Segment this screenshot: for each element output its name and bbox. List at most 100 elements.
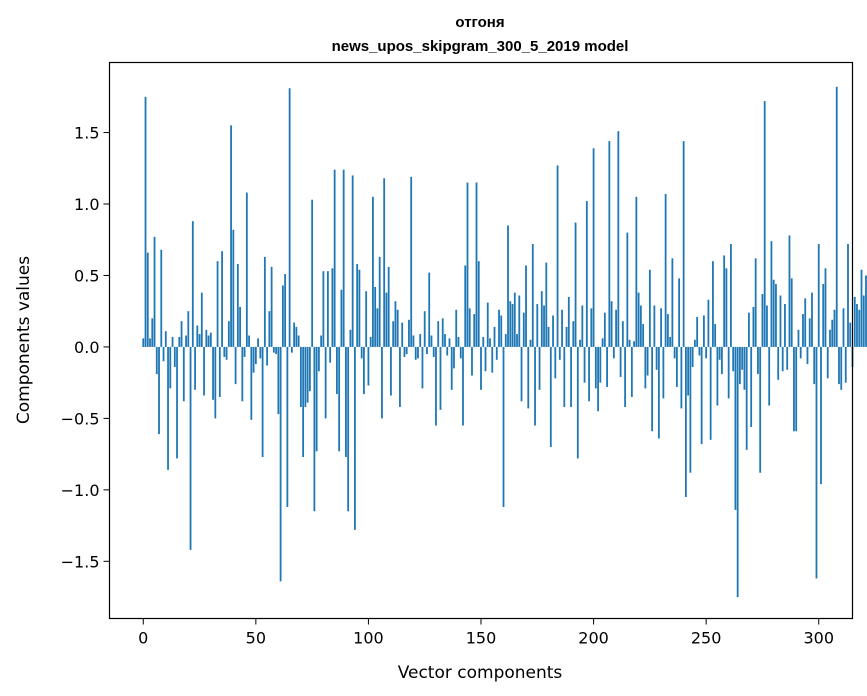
bar-102 (372, 196, 374, 347)
bar-146 (471, 346, 473, 376)
bar-73 (306, 346, 309, 403)
bar-266 (741, 346, 744, 370)
x-tick-label: 0 (138, 629, 148, 648)
bar-314 (849, 322, 852, 347)
bar-60 (277, 346, 280, 415)
y-tick-label: 1.0 (74, 195, 99, 214)
bar-15 (176, 346, 178, 459)
bar-321 (865, 275, 867, 347)
bar-97 (360, 346, 363, 359)
bar-183 (554, 346, 557, 379)
bar-269 (748, 312, 750, 347)
bar-192 (574, 222, 577, 347)
bar-176 (538, 346, 541, 390)
bar-222 (642, 324, 645, 347)
bar-249 (703, 315, 705, 347)
bar-81 (324, 346, 327, 419)
bar-201 (594, 346, 597, 389)
bar-170 (525, 265, 527, 347)
bar-214 (624, 346, 626, 407)
bar-34 (218, 346, 221, 397)
bar-56 (268, 311, 271, 347)
bar-162 (507, 225, 509, 347)
bar-159 (500, 315, 503, 347)
bar-8 (160, 249, 163, 347)
bar-35 (221, 251, 223, 347)
bar-70 (299, 346, 302, 407)
bar-262 (732, 346, 735, 372)
bar-144 (466, 182, 469, 347)
bar-31 (212, 346, 214, 400)
bar-190 (570, 346, 572, 407)
bar-223 (644, 346, 647, 389)
bar-123 (419, 334, 422, 347)
bar-164 (511, 304, 514, 347)
bar-284 (781, 346, 784, 372)
bar-33 (216, 261, 219, 347)
x-tick-label: 150 (466, 629, 497, 648)
bar-156 (493, 326, 496, 347)
bar-5 (153, 236, 156, 347)
bar-186 (561, 309, 563, 347)
bar-149 (477, 261, 480, 347)
bar-132 (439, 346, 442, 410)
bar-154 (489, 338, 491, 347)
bar-40 (232, 229, 235, 347)
bar-302 (822, 284, 825, 347)
bar-257 (721, 346, 723, 375)
bar-68 (295, 326, 298, 347)
bar-21 (189, 346, 192, 550)
x-tick-label: 200 (578, 629, 609, 648)
x-axis-label: Vector components (398, 663, 563, 683)
bar-71 (302, 346, 305, 457)
bar-299 (815, 346, 818, 579)
bar-95 (356, 264, 359, 347)
bar-301 (820, 346, 822, 485)
bar-241 (684, 346, 687, 498)
y-axis-ticks: −1.5 −1.0 −0.5 0.0 0.5 1.0 1.5 (61, 124, 110, 571)
bar-263 (734, 346, 737, 510)
bar-234 (669, 336, 672, 347)
bar-219 (635, 196, 638, 347)
bar-43 (239, 306, 241, 347)
bar-157 (495, 346, 498, 360)
bar-11 (167, 346, 169, 470)
bar-175 (536, 304, 539, 347)
bar-285 (784, 304, 786, 347)
bar-237 (675, 346, 678, 387)
bar-59 (275, 346, 278, 355)
bar-24 (196, 325, 199, 347)
bar-22 (191, 221, 194, 347)
bar-320 (862, 295, 865, 347)
bar-216 (628, 339, 631, 347)
bar-108 (385, 292, 388, 347)
bar-91 (347, 346, 350, 512)
bar-160 (502, 346, 505, 508)
bar-140 (457, 336, 460, 347)
bar-25 (198, 334, 201, 347)
bar-203 (599, 346, 602, 383)
bar-271 (752, 306, 755, 347)
bar-117 (405, 346, 408, 355)
bar-289 (793, 346, 795, 432)
bar-77 (315, 346, 318, 452)
bar-19 (185, 335, 187, 347)
chart-subtitle: news_upos_skipgram_300_5_2019 model (332, 38, 629, 55)
bar-238 (678, 278, 681, 347)
bar-200 (592, 148, 595, 347)
bar-36 (223, 346, 226, 357)
bar-171 (527, 346, 530, 409)
bar-83 (329, 346, 332, 363)
bar-168 (520, 346, 523, 402)
bar-298 (813, 346, 816, 385)
bar-165 (513, 292, 516, 347)
bar-293 (802, 314, 804, 347)
bar-29 (207, 335, 210, 347)
bar-177 (540, 291, 543, 347)
bar-26 (200, 292, 203, 347)
y-tick-label: 1.5 (74, 124, 99, 143)
bar-304 (826, 346, 829, 379)
bar-145 (468, 308, 471, 347)
y-tick-label: 0.0 (74, 338, 99, 357)
bar-9 (162, 346, 165, 362)
